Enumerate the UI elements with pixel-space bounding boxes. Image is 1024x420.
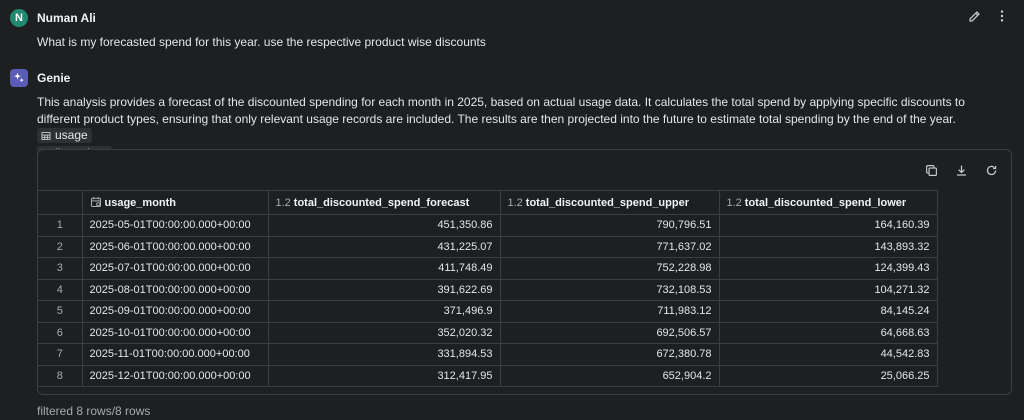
table-row[interactable]: 8 2025-12-01T00:00:00.000+00:00 312,417.… [38,364,938,387]
column-label: total_discounted_spend_lower [744,196,907,209]
cell-lower: 124,399.43 [718,257,938,280]
cell-forecast: 451,350.86 [267,214,501,237]
cell-usage-month: 2025-12-01T00:00:00.000+00:00 [81,364,269,387]
description-text: This analysis provides a forecast of the… [37,95,965,126]
cell-forecast: 411,748.49 [267,257,501,280]
row-index: 4 [38,278,83,301]
column-header-lower[interactable]: 1.2 total_discounted_spend_lower [718,190,938,215]
cell-usage-month: 2025-10-01T00:00:00.000+00:00 [81,321,269,344]
cell-lower: 164,160.39 [718,214,938,237]
sparkle-icon [10,69,28,87]
cell-lower: 104,271.32 [718,278,938,301]
number-type-icon: 1.2 [275,196,291,209]
results-table: usage_month 1.2 total_discounted_spend_fo… [38,190,938,387]
cell-forecast: 431,225.07 [267,235,501,258]
user-question: What is my forecasted spend for this yea… [37,35,486,49]
user-message-header: N Numan Ali [10,7,1024,29]
row-index: 6 [38,321,83,344]
row-index: 8 [38,364,83,387]
row-index: 3 [38,257,83,280]
row-count-footer: filtered 8 rows/8 rows [37,404,151,418]
column-header-upper[interactable]: 1.2 total_discounted_spend_upper [499,190,720,215]
cell-forecast: 352,020.32 [267,321,501,344]
table-header-row: usage_month 1.2 total_discounted_spend_fo… [38,190,938,215]
cell-usage-month: 2025-07-01T00:00:00.000+00:00 [81,257,269,280]
cell-upper: 790,796.51 [499,214,720,237]
calendar-icon [90,197,101,208]
cell-upper: 752,228.98 [499,257,720,280]
table-chip-usage[interactable]: usage [37,128,92,143]
row-index-header [38,190,83,215]
avatar: N [10,9,28,27]
cell-forecast: 312,417.95 [267,364,501,387]
table-row[interactable]: 4 2025-08-01T00:00:00.000+00:00 391,622.… [38,278,938,301]
table-icon [41,131,51,140]
table-row[interactable]: 5 2025-09-01T00:00:00.000+00:00 371,496.… [38,300,938,323]
more-vertical-icon[interactable] [994,8,1010,24]
cell-upper: 771,637.02 [499,235,720,258]
cell-forecast: 331,894.53 [267,343,501,366]
cell-usage-month: 2025-09-01T00:00:00.000+00:00 [81,300,269,323]
number-type-icon: 1.2 [507,196,523,209]
number-type-icon: 1.2 [726,196,742,209]
column-label: total_discounted_spend_upper [525,196,689,209]
download-icon[interactable] [953,162,969,178]
copy-icon[interactable] [923,162,939,178]
column-label: total_discounted_spend_forecast [293,196,470,209]
cell-forecast: 391,622.69 [267,278,501,301]
cell-lower: 64,668.63 [718,321,938,344]
cell-lower: 25,066.25 [718,364,938,387]
message-actions [966,8,1010,24]
row-index: 5 [38,300,83,323]
column-header-forecast[interactable]: 1.2 total_discounted_spend_forecast [267,190,501,215]
cell-lower: 84,145.24 [718,300,938,323]
cell-usage-month: 2025-11-01T00:00:00.000+00:00 [81,343,269,366]
table-row[interactable]: 7 2025-11-01T00:00:00.000+00:00 331,894.… [38,343,938,366]
column-label: usage_month [104,197,177,209]
pencil-icon[interactable] [966,8,982,24]
table-row[interactable]: 6 2025-10-01T00:00:00.000+00:00 352,020.… [38,321,938,344]
table-row[interactable]: 2 2025-06-01T00:00:00.000+00:00 431,225.… [38,235,938,258]
cell-forecast: 371,496.9 [267,300,501,323]
cell-usage-month: 2025-08-01T00:00:00.000+00:00 [81,278,269,301]
cell-upper: 732,108.53 [499,278,720,301]
cell-usage-month: 2025-06-01T00:00:00.000+00:00 [81,235,269,258]
genie-header: Genie [10,69,70,87]
table-row[interactable]: 1 2025-05-01T00:00:00.000+00:00 451,350.… [38,214,938,237]
cell-upper: 711,983.12 [499,300,720,323]
refresh-icon[interactable] [983,162,999,178]
cell-upper: 672,380.78 [499,343,720,366]
cell-usage-month: 2025-05-01T00:00:00.000+00:00 [81,214,269,237]
chip-label: usage [55,128,88,142]
panel-toolbar [923,162,999,178]
results-panel: usage_month 1.2 total_discounted_spend_fo… [37,149,1012,395]
column-header-usage-month[interactable]: usage_month [81,190,269,215]
user-name: Numan Ali [37,11,96,25]
cell-upper: 652,904.2 [499,364,720,387]
genie-name: Genie [37,71,71,85]
cell-lower: 44,542.83 [718,343,938,366]
row-index: 7 [38,343,83,366]
row-index: 1 [38,214,83,237]
cell-upper: 692,506.57 [499,321,720,344]
cell-lower: 143,893.32 [718,235,938,258]
row-index: 2 [38,235,83,258]
table-row[interactable]: 3 2025-07-01T00:00:00.000+00:00 411,748.… [38,257,938,280]
